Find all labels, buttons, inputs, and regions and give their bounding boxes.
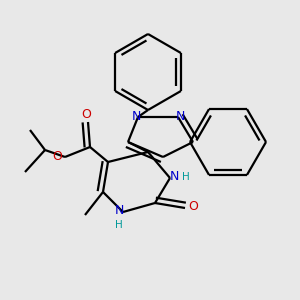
Text: H: H (182, 172, 190, 182)
Text: O: O (52, 149, 62, 163)
Text: N: N (114, 205, 124, 218)
Text: N: N (175, 110, 185, 122)
Text: N: N (131, 110, 141, 122)
Text: H: H (115, 220, 123, 230)
Text: O: O (188, 200, 198, 214)
Text: O: O (81, 107, 91, 121)
Text: N: N (169, 170, 179, 184)
